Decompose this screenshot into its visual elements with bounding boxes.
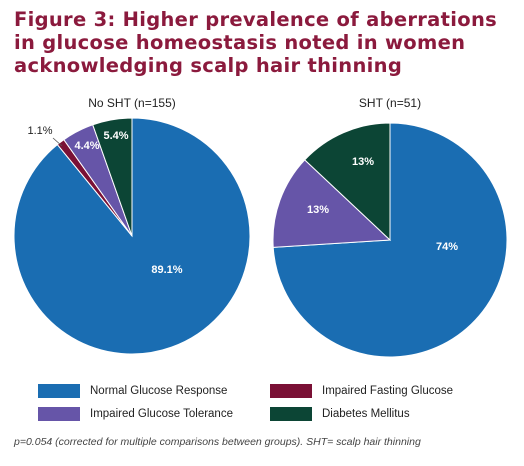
data-label-impaired-glucose-tolerance: 4.4% [74, 140, 99, 152]
pie-slice-diabetes-mellitus [92, 117, 133, 237]
legend-swatch [270, 384, 312, 398]
chart-legend: Normal Glucose Response Impaired Fasting… [38, 384, 508, 421]
legend-item-impaired-fasting-glucose: Impaired Fasting Glucose [270, 384, 508, 398]
data-label-diabetes-mellitus: 13% [352, 156, 374, 168]
pie-title: SHT (n=51) [359, 96, 421, 110]
legend-swatch [270, 407, 312, 421]
figure-title-line-3: acknowledging scalp hair thinning [14, 54, 403, 77]
pie-slice-diabetes-mellitus [304, 122, 391, 242]
figure-title: Figure 3: Higher prevalence of aberratio… [14, 8, 514, 77]
data-label-normal-glucose-response: 89.1% [151, 264, 182, 276]
data-label-impaired-fasting-glucose: 1.1% [27, 125, 52, 137]
data-label-impaired-glucose-tolerance: 13% [307, 204, 329, 216]
pie-chart-no-sht: 89.1% 1.1% 4.4% 5.4% No SHT (n=155) [13, 96, 251, 355]
legend-item-normal-glucose-response: Normal Glucose Response [38, 384, 270, 398]
legend-label: Diabetes Mellitus [322, 408, 410, 420]
pie-slice-impaired-glucose-tolerance [272, 159, 392, 248]
pie-chart-sht: 74% 13% 13% SHT (n=51) [272, 96, 508, 358]
data-label-diabetes-mellitus: 5.4% [103, 130, 128, 142]
pie-charts: 89.1% 1.1% 4.4% 5.4% No SHT (n=155) 74% 13% 13… [13, 96, 508, 358]
legend-label: Normal Glucose Response [90, 385, 228, 397]
data-label-normal-glucose-response: 74% [436, 241, 458, 253]
legend-item-impaired-glucose-tolerance: Impaired Glucose Tolerance [38, 407, 270, 421]
legend-swatch [38, 384, 80, 398]
label-leader-line [52, 137, 63, 147]
figure-title-line-2: in glucose homeostasis noted in women [14, 31, 466, 54]
legend-item-diabetes-mellitus: Diabetes Mellitus [270, 407, 508, 421]
pie-title: No SHT (n=155) [88, 96, 176, 110]
legend-swatch [38, 407, 80, 421]
legend-label: Impaired Fasting Glucose [322, 385, 454, 397]
figure-title-line-1: Figure 3: Higher prevalence of aberratio… [14, 8, 498, 31]
footnote: p=0.054 (corrected for multiple comparis… [14, 436, 421, 448]
legend-label: Impaired Glucose Tolerance [90, 408, 233, 420]
